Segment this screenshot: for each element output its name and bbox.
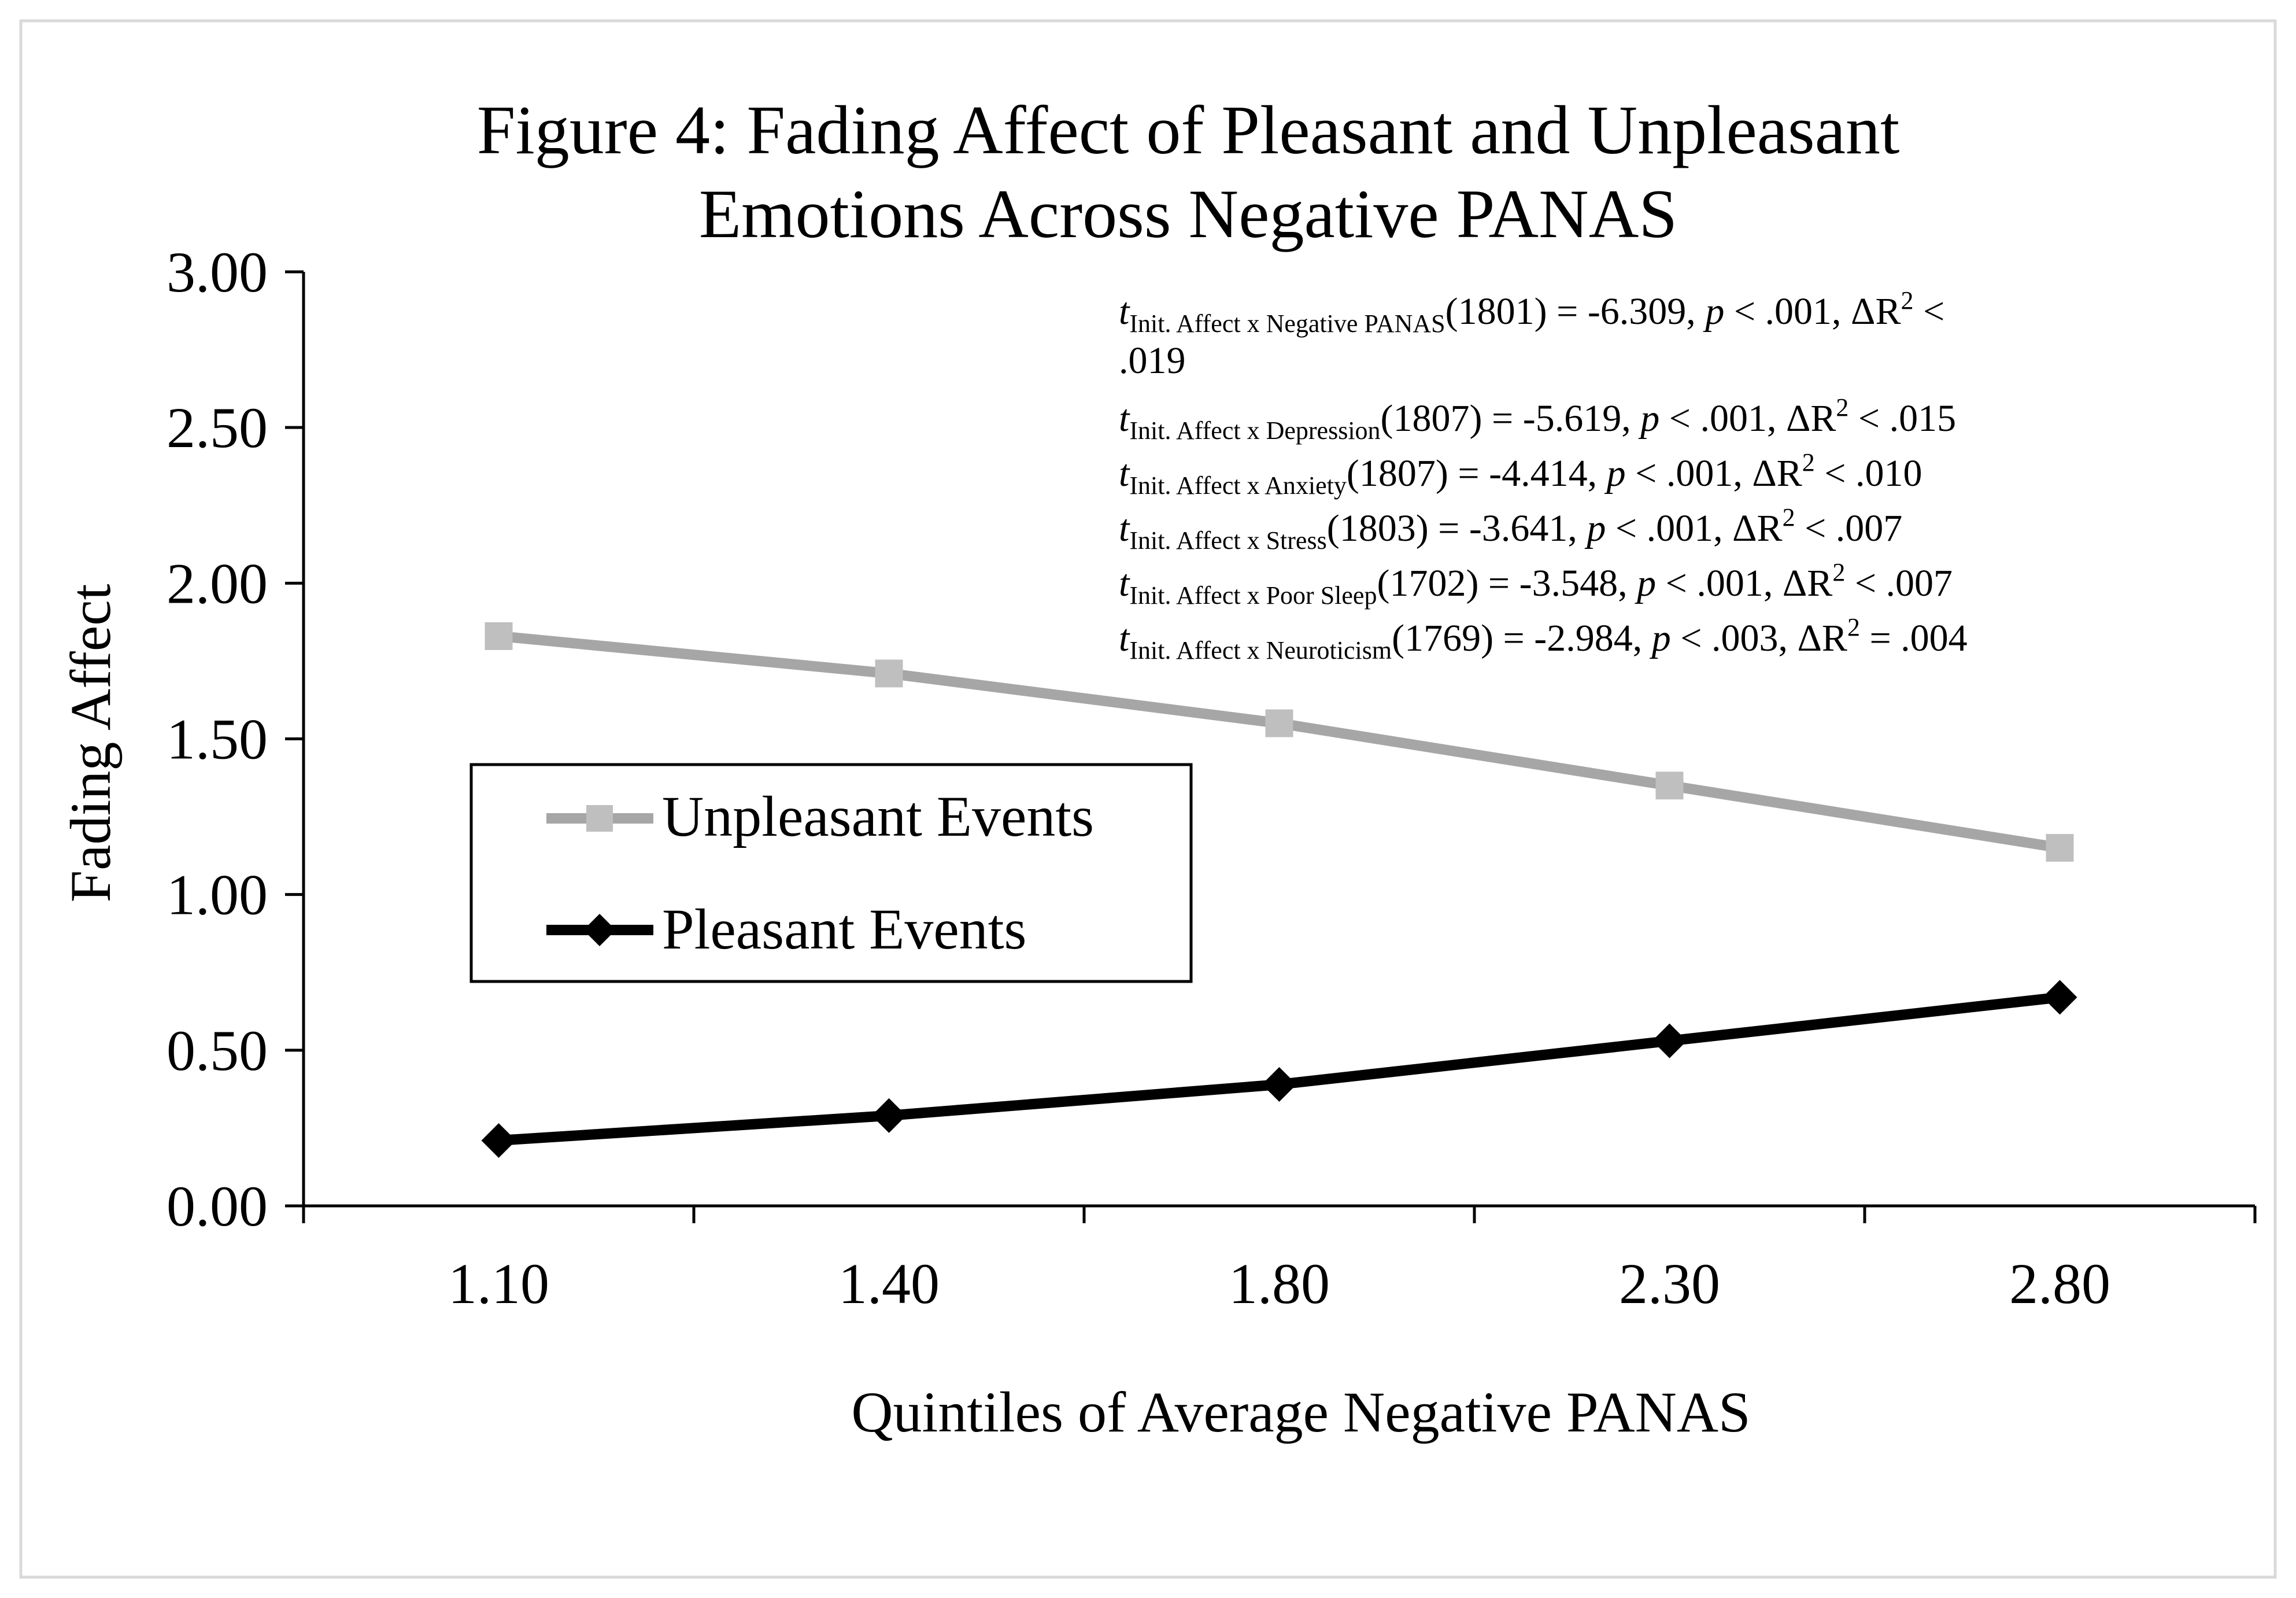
axes: 0.00 0.50 1.00 1.50 2.00 2.50 3.00 1.10 1.40 1.80…: [58, 240, 2257, 1444]
annotation-t: t: [1119, 452, 1130, 494]
annotation-r2: < .007: [1795, 507, 1903, 549]
annotation-sub: Init. Affect x Stress: [1129, 526, 1326, 555]
annotation-sup: 2: [1901, 286, 1914, 315]
annotation-line-3: tInit. Affect x Depression(1807) = -5.61…: [1119, 393, 1956, 445]
annotation-t: t: [1119, 290, 1130, 333]
legend-label-unpleasant: Unpleasant Events: [662, 784, 1094, 848]
series-pleasant: [481, 980, 2077, 1158]
legend: Unpleasant Events Pleasant Events: [469, 763, 1193, 983]
annotation-stat: (1801) = -6.309,: [1445, 290, 1706, 333]
annotation-stat: (1702) = -3.548,: [1377, 562, 1637, 604]
annotation-t: t: [1119, 397, 1130, 440]
annotation-sup: 2: [1847, 613, 1860, 641]
series-unpleasant: [485, 622, 2074, 862]
chart-title-line-2: Emotions Across Negative PANAS: [699, 175, 1677, 252]
annotation-r2: = .004: [1860, 617, 1968, 659]
annotation-line-7: tInit. Affect x Neuroticism(1769) = -2.9…: [1119, 613, 1968, 665]
annotation-sup: 2: [1832, 558, 1845, 586]
y-tick-label: 0.50: [167, 1018, 268, 1083]
y-tick-label: 2.00: [167, 551, 268, 615]
annotation-p-value: < .001, ΔR: [1656, 562, 1832, 604]
y-tick-label: 1.00: [167, 863, 268, 927]
annotation-r2: <: [1914, 290, 1945, 333]
annotation-line-1: tInit. Affect x Negative PANAS(1801) = -…: [1119, 286, 1944, 338]
annotation-sub: Init. Affect x Neuroticism: [1129, 636, 1392, 665]
annotation-line-5: tInit. Affect x Stress(1803) = -3.641, p…: [1119, 503, 1902, 555]
annotation-sub: Init. Affect x Anxiety: [1129, 471, 1347, 500]
data-point-unpleasant: [2046, 833, 2074, 862]
annotation-p: p: [1584, 507, 1606, 549]
annotation-line-6: tInit. Affect x Poor Sleep(1702) = -3.54…: [1119, 558, 1953, 610]
x-tick-label: 2.30: [1619, 1252, 1720, 1316]
annotation-p: p: [1635, 562, 1656, 604]
y-axis-title: Fading Affect: [58, 584, 123, 902]
data-point-pleasant: [1262, 1067, 1297, 1102]
y-tick-label: 3.00: [167, 240, 268, 304]
annotation-sub: Init. Affect x Depression: [1129, 416, 1380, 445]
annotation-sup: 2: [1836, 393, 1848, 422]
legend-label-pleasant: Pleasant Events: [662, 897, 1026, 961]
annotation-t: t: [1119, 617, 1130, 659]
annotation-stat: (1807) = -4.414,: [1347, 452, 1607, 494]
annotation-t: t: [1119, 562, 1130, 604]
data-point-pleasant: [1652, 1023, 1687, 1058]
data-point-unpleasant: [875, 659, 903, 688]
legend-swatch-unpleasant-marker: [586, 805, 613, 832]
annotation-block: tInit. Affect x Negative PANAS(1801) = -…: [1119, 286, 1968, 665]
annotation-line-4: tInit. Affect x Anxiety(1807) = -4.414, …: [1119, 448, 1922, 500]
annotation-continuation: .019: [1119, 339, 1186, 382]
y-tick-label: 1.50: [167, 707, 268, 772]
x-tick-label: 1.40: [838, 1252, 940, 1316]
annotation-r2: < .015: [1848, 397, 1956, 440]
y-tick-label: 0.00: [167, 1174, 268, 1238]
annotation-stat: (1803) = -3.641,: [1327, 507, 1587, 549]
data-point-pleasant: [871, 1098, 907, 1133]
annotation-stat: (1769) = -2.984,: [1392, 617, 1652, 659]
x-tick-label: 1.80: [1229, 1252, 1330, 1316]
data-point-pleasant: [481, 1123, 516, 1158]
annotation-p-value: < .001, ΔR: [1659, 397, 1836, 440]
x-axis-title: Quintiles of Average Negative PANAS: [851, 1380, 1750, 1444]
legend-box: [469, 763, 1193, 983]
annotation-p-value: < .001, ΔR: [1724, 290, 1901, 333]
annotation-sup: 2: [1783, 503, 1795, 532]
annotation-t: t: [1119, 507, 1130, 549]
annotation-stat: (1807) = -5.619,: [1381, 397, 1641, 440]
annotation-r2: < .007: [1845, 562, 1953, 604]
annotation-p: p: [1638, 397, 1659, 440]
annotation-line-2: .019: [1119, 339, 1186, 382]
data-point-unpleasant: [1655, 772, 1684, 800]
annotation-p: p: [1703, 290, 1724, 333]
annotation-p: p: [1604, 452, 1626, 494]
series-layer: [481, 622, 2077, 1158]
annotation-p: p: [1650, 617, 1671, 659]
annotation-sup: 2: [1802, 448, 1815, 477]
annotation-sub: Init. Affect x Negative PANAS: [1129, 309, 1445, 338]
x-tick-label: 2.80: [2009, 1252, 2110, 1316]
x-tick-label: 1.10: [448, 1252, 549, 1316]
annotation-p-value: < .001, ΔR: [1626, 452, 1802, 494]
annotation-p-value: < .001, ΔR: [1606, 507, 1782, 549]
data-point-unpleasant: [485, 622, 513, 650]
annotation-r2: < .010: [1815, 452, 1922, 494]
annotation-sub: Init. Affect x Poor Sleep: [1129, 581, 1377, 610]
annotation-p-value: < .003, ΔR: [1671, 617, 1847, 659]
data-point-unpleasant: [1265, 709, 1293, 737]
y-tick-label: 2.50: [167, 396, 268, 460]
legend-swatch-pleasant-marker: [583, 914, 616, 946]
chart-title-line-1: Figure 4: Fading Affect of Pleasant and …: [477, 91, 1900, 168]
data-point-pleasant: [2042, 980, 2077, 1015]
